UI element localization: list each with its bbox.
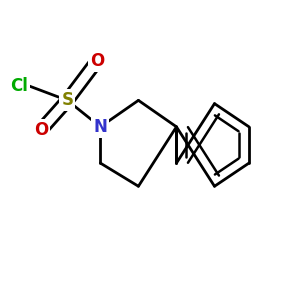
Text: O: O [34, 121, 48, 139]
Text: O: O [90, 52, 104, 70]
Text: N: N [93, 118, 107, 136]
Text: Cl: Cl [10, 76, 28, 94]
Text: S: S [61, 92, 74, 110]
